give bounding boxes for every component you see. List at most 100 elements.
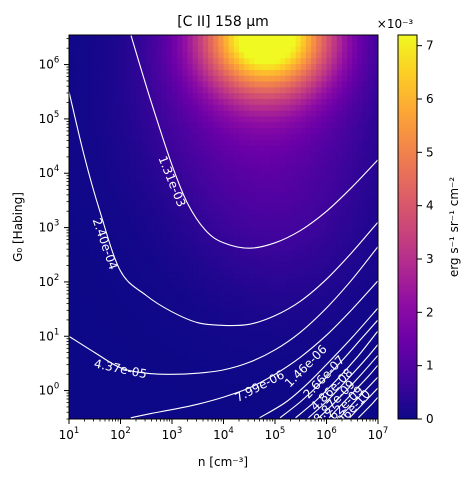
heatmap-cell bbox=[151, 145, 158, 152]
heatmap-cell bbox=[89, 35, 96, 42]
heatmap-cell bbox=[300, 250, 307, 257]
heatmap-cell bbox=[326, 378, 333, 385]
heatmap-cell bbox=[94, 331, 101, 339]
heatmap-cell bbox=[336, 151, 343, 158]
heatmap-cell bbox=[290, 110, 297, 118]
heatmap-cell bbox=[218, 58, 225, 65]
heatmap-cell bbox=[290, 273, 297, 280]
heatmap-cell bbox=[94, 128, 101, 135]
heatmap-cell bbox=[94, 168, 101, 176]
heatmap-cell bbox=[130, 267, 137, 275]
heatmap-cell bbox=[120, 46, 127, 54]
heatmap-cell bbox=[285, 151, 292, 158]
heatmap-cell bbox=[120, 366, 127, 374]
heatmap-cell bbox=[352, 69, 358, 77]
heatmap-cell bbox=[223, 291, 230, 298]
heatmap-cell bbox=[130, 331, 137, 339]
heatmap-cell bbox=[89, 75, 96, 83]
heatmap-cell bbox=[372, 122, 378, 129]
heatmap-cell bbox=[125, 256, 132, 263]
heatmap-cell bbox=[326, 186, 333, 193]
heatmap-cell bbox=[316, 244, 322, 251]
heatmap-cell bbox=[305, 52, 312, 59]
heatmap-cell bbox=[69, 355, 75, 362]
heatmap-cell bbox=[280, 285, 286, 292]
heatmap-cell bbox=[94, 355, 101, 362]
heatmap-cell bbox=[305, 64, 312, 71]
heatmap-cell bbox=[69, 52, 75, 59]
heatmap-cell bbox=[290, 104, 297, 112]
heatmap-cell bbox=[213, 378, 219, 385]
heatmap-cell bbox=[305, 267, 312, 275]
heatmap-cell bbox=[305, 349, 312, 356]
heatmap-cell bbox=[177, 308, 183, 315]
heatmap-cell bbox=[177, 279, 183, 286]
heatmap-cell bbox=[120, 261, 127, 269]
heatmap-cell bbox=[151, 378, 158, 385]
heatmap-cell bbox=[192, 221, 199, 228]
heatmap-cell bbox=[130, 221, 137, 228]
heatmap-cell bbox=[223, 279, 230, 286]
heatmap-cell bbox=[135, 209, 142, 216]
heatmap-cell bbox=[300, 389, 307, 397]
heatmap-cell bbox=[197, 69, 204, 77]
heatmap-cell bbox=[192, 389, 199, 397]
heatmap-cell bbox=[218, 244, 225, 251]
heatmap-cell bbox=[367, 296, 374, 304]
heatmap-cell bbox=[233, 168, 240, 176]
heatmap-cell bbox=[125, 168, 132, 176]
heatmap-cell bbox=[244, 174, 250, 182]
heatmap-cell bbox=[192, 151, 199, 158]
heatmap-cell bbox=[367, 232, 374, 240]
heatmap-cell bbox=[151, 314, 158, 321]
heatmap-cell bbox=[94, 384, 101, 391]
heatmap-cell bbox=[362, 99, 369, 106]
heatmap-cell bbox=[254, 75, 261, 83]
heatmap-cell bbox=[372, 389, 378, 397]
heatmap-cell bbox=[316, 139, 322, 147]
heatmap-cell bbox=[192, 52, 199, 59]
heatmap-cell bbox=[372, 93, 378, 100]
heatmap-cell bbox=[331, 151, 338, 158]
heatmap-cell bbox=[135, 273, 142, 280]
heatmap-cell bbox=[341, 186, 348, 193]
heatmap-cell bbox=[269, 203, 276, 211]
heatmap-cell bbox=[238, 308, 245, 315]
heatmap-cell bbox=[130, 93, 137, 100]
heatmap-cell bbox=[352, 267, 358, 275]
heatmap-cell bbox=[280, 186, 286, 193]
heatmap-cell bbox=[197, 302, 204, 310]
heatmap-cell bbox=[326, 163, 333, 170]
heatmap-cell bbox=[79, 215, 86, 222]
heatmap-cell bbox=[362, 395, 369, 403]
heatmap-cell bbox=[357, 232, 364, 240]
heatmap-cell bbox=[280, 64, 286, 71]
heatmap-cell bbox=[316, 389, 322, 397]
heatmap-cell bbox=[74, 168, 80, 176]
heatmap-cell bbox=[347, 209, 353, 216]
heatmap-cell bbox=[347, 331, 353, 339]
heatmap-cell bbox=[352, 46, 358, 54]
heatmap-cell bbox=[331, 163, 338, 170]
heatmap-cell bbox=[357, 93, 364, 100]
heatmap-cell bbox=[347, 395, 353, 403]
heatmap-cell bbox=[331, 110, 338, 118]
heatmap-cell bbox=[336, 168, 343, 176]
heatmap-cell bbox=[311, 157, 317, 164]
heatmap-cell bbox=[352, 174, 358, 182]
heatmap-cell bbox=[311, 133, 317, 141]
heatmap-cell bbox=[84, 221, 91, 228]
heatmap-cell bbox=[300, 349, 307, 356]
heatmap-cell bbox=[120, 104, 127, 112]
heatmap-cell bbox=[99, 104, 106, 112]
heatmap-cell bbox=[208, 291, 214, 298]
heatmap-cell bbox=[130, 401, 137, 408]
heatmap-cell bbox=[156, 384, 163, 391]
heatmap-cell bbox=[151, 355, 158, 362]
heatmap-cell bbox=[161, 232, 168, 240]
heatmap-cell bbox=[105, 308, 111, 315]
heatmap-cell bbox=[352, 110, 358, 118]
heatmap-cell bbox=[233, 279, 240, 286]
heatmap-cell bbox=[254, 197, 261, 205]
heatmap-cell bbox=[146, 378, 152, 385]
